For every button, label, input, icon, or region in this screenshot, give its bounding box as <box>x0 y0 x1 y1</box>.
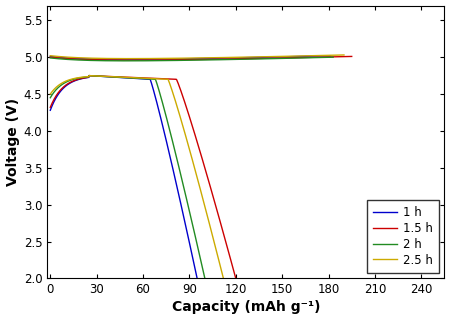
2.5 h <box>48 54 53 58</box>
2 h <box>280 56 285 60</box>
1.5 h <box>349 54 355 58</box>
Legend: 1 h, 1.5 h, 2 h, 2.5 h: 1 h, 1.5 h, 2 h, 2.5 h <box>367 200 439 273</box>
2.5 h <box>289 54 294 58</box>
2.5 h <box>127 57 132 60</box>
1 h <box>123 57 129 61</box>
1 h <box>199 57 205 60</box>
1.5 h <box>212 57 217 61</box>
Line: 1 h: 1 h <box>50 56 330 59</box>
2 h <box>201 58 207 62</box>
1 h <box>215 56 220 60</box>
2.5 h <box>188 56 193 60</box>
Line: 2 h: 2 h <box>50 57 333 61</box>
Line: 2.5 h: 2.5 h <box>50 55 344 59</box>
2 h <box>330 55 336 59</box>
1.5 h <box>191 58 197 61</box>
2.5 h <box>223 56 229 60</box>
1 h <box>327 54 333 58</box>
Line: 1.5 h: 1.5 h <box>50 56 352 60</box>
1 h <box>183 57 188 61</box>
1.5 h <box>228 57 233 61</box>
1.5 h <box>193 58 198 61</box>
X-axis label: Capacity (mAh g⁻¹): Capacity (mAh g⁻¹) <box>171 300 320 315</box>
1.5 h <box>48 55 53 59</box>
2.5 h <box>341 53 346 57</box>
2 h <box>216 58 222 62</box>
1 h <box>321 54 327 58</box>
2 h <box>324 55 329 59</box>
1 h <box>181 57 186 61</box>
2.5 h <box>207 56 212 60</box>
2.5 h <box>335 53 340 57</box>
1 h <box>278 55 283 59</box>
1 h <box>48 54 53 58</box>
2 h <box>184 58 189 62</box>
1.5 h <box>295 56 301 60</box>
2 h <box>124 59 130 63</box>
1.5 h <box>342 55 348 59</box>
1.5 h <box>129 58 135 62</box>
2.5 h <box>189 56 195 60</box>
Y-axis label: Voltage (V): Voltage (V) <box>5 98 19 186</box>
2 h <box>183 58 188 62</box>
2 h <box>48 56 53 60</box>
